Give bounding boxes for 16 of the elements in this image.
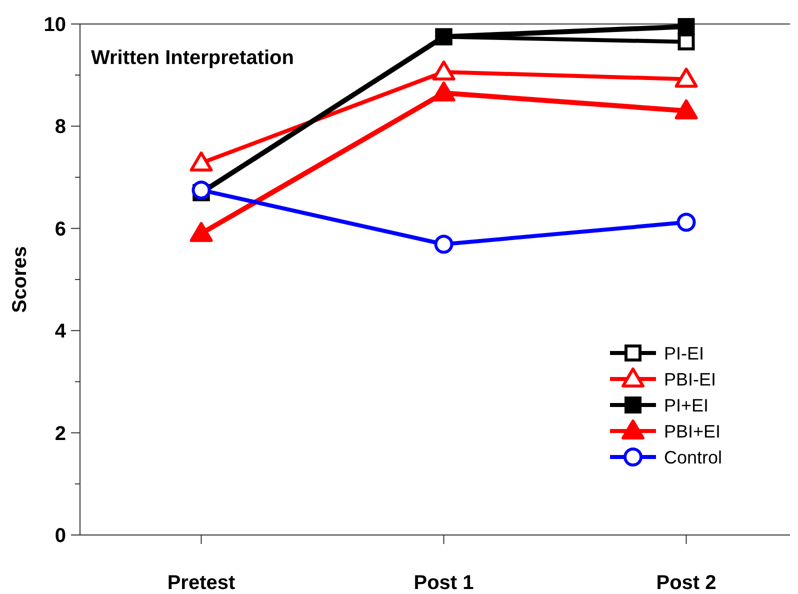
y-tick-label: 2	[54, 422, 66, 445]
text: Written Interpretation	[91, 47, 294, 69]
y-tick-label: 10	[44, 14, 66, 36]
x-tick-label: Pretest	[167, 572, 236, 594]
legend-label: PBI+EI	[664, 421, 721, 442]
y-axis-title: Scores	[9, 246, 31, 313]
legend-label: PI+EI	[664, 395, 709, 416]
y-tick-label: 6	[54, 218, 66, 240]
y-tick-label: 4	[54, 320, 67, 343]
legend-label: PBI-EI	[664, 369, 716, 390]
x-tick-label: Post 1	[414, 572, 474, 594]
legend-label: PI-EI	[664, 343, 704, 364]
y-tick-label: 8	[54, 116, 66, 138]
x-tick-label: Post 2	[656, 572, 716, 594]
legend-label: Control	[664, 447, 722, 468]
y-tick-label: 0	[54, 525, 66, 547]
